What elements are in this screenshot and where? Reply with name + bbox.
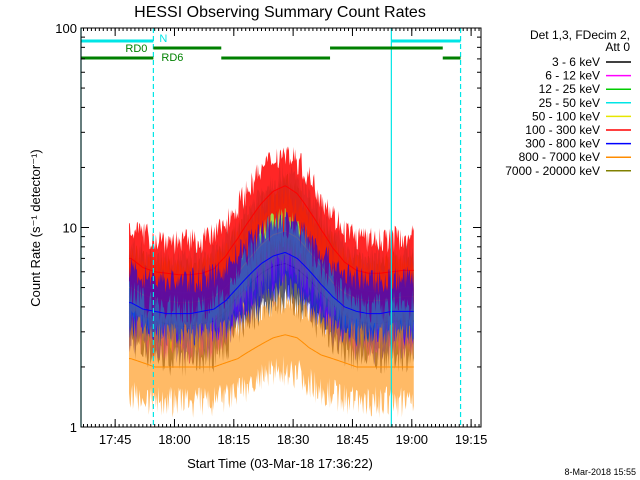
- legend-label: 25 - 50 keV: [539, 96, 600, 110]
- x-tick-label: 17:45: [99, 432, 132, 447]
- x-tick-label: 18:00: [158, 432, 191, 447]
- interval-rd0: RD0: [125, 43, 443, 55]
- interval-label: N: [159, 33, 167, 45]
- legend-label: 6 - 12 keV: [545, 69, 600, 83]
- x-tick-label: 18:30: [277, 432, 310, 447]
- interval-n: N: [81, 33, 461, 45]
- interval-label: RD6: [161, 52, 183, 64]
- interval-layer: N RD0 RD6: [81, 33, 461, 64]
- interval-rd6: RD6: [81, 52, 461, 64]
- plot-area: N RD0 RD6 17:45 18:00 18:15 18:30 18:45 19:00 19…: [55, 21, 487, 447]
- x-tick-label: 19:00: [396, 432, 429, 447]
- series-layer: [128, 146, 414, 419]
- series-line: [128, 185, 414, 276]
- x-axis-label: Start Time (03-Mar-18 17:36:22): [187, 456, 373, 471]
- y-tick-label: 1: [70, 420, 77, 435]
- legend-title: Att 0: [605, 40, 630, 54]
- x-tick-label: 18:15: [218, 432, 251, 447]
- series-line: [128, 334, 414, 368]
- series-800-7000-kev: [128, 290, 414, 419]
- legend-label: 800 - 7000 keV: [519, 150, 600, 164]
- y-tick-label: 100: [55, 21, 77, 36]
- legend-label: 300 - 800 keV: [525, 137, 600, 151]
- x-tick-label: 19:15: [455, 432, 488, 447]
- y-axis-label: Count Rate (s⁻¹ detector⁻¹): [28, 149, 43, 307]
- series-line: [128, 252, 414, 315]
- legend-label: 12 - 25 keV: [539, 82, 600, 96]
- axis-layer: 17:45 18:00 18:15 18:30 18:45 19:00 19:15 1 10 10…: [55, 21, 487, 447]
- x-tick-label: 18:45: [336, 432, 369, 447]
- legend-label: 3 - 6 keV: [552, 55, 600, 69]
- interval-label: RD0: [125, 43, 147, 55]
- legend-label: 7000 - 20000 keV: [505, 164, 600, 178]
- generated-timestamp: 8-Mar-2018 15:55: [564, 467, 636, 477]
- legend-title: Det 1,3, FDecim 2,: [530, 28, 630, 42]
- chart-title: HESSI Observing Summary Count Rates: [134, 4, 426, 21]
- y-tick-label: 10: [63, 221, 77, 236]
- legend-label: 50 - 100 keV: [532, 109, 600, 123]
- legend-label: 100 - 300 keV: [525, 123, 600, 137]
- series-envelope: [128, 290, 414, 419]
